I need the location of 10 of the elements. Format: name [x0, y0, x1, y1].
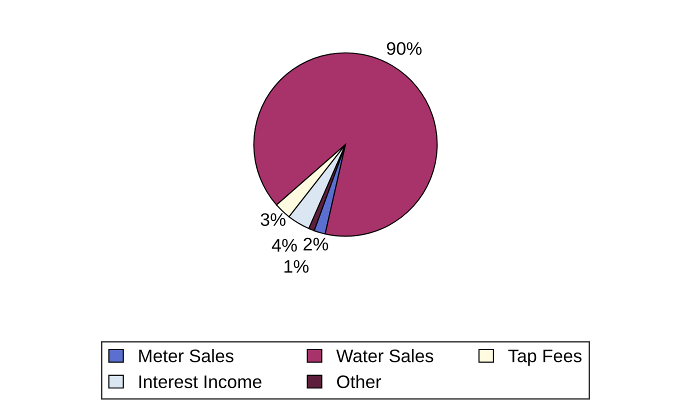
data-label: 1%	[284, 260, 309, 273]
legend-label: Meter Sales	[139, 349, 234, 362]
legend-label: Interest Income	[139, 376, 262, 388]
legend-label: Water Sales	[336, 349, 434, 362]
data-label: 2%	[304, 238, 328, 250]
legend-label: Other	[337, 374, 382, 388]
data-label: 90%	[386, 42, 422, 55]
data-label: 3%	[260, 213, 286, 226]
data-label: 4%	[272, 239, 297, 252]
legend-label: Tap Fees	[508, 350, 582, 366]
